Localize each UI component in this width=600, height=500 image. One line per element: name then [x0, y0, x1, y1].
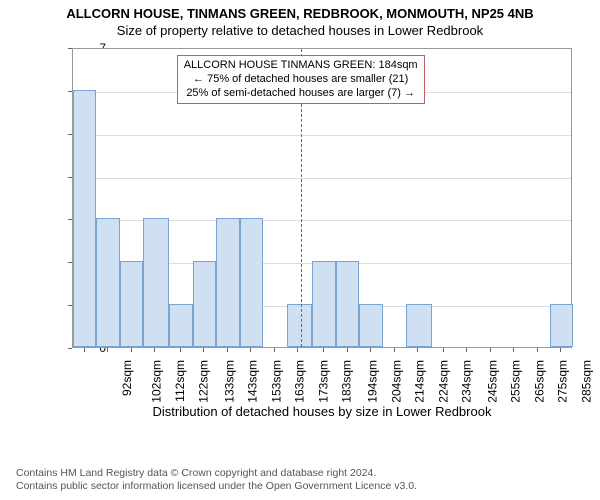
x-tick-label: 92sqm [120, 360, 134, 396]
x-tick-label: 285sqm [579, 360, 593, 403]
histogram-bar [120, 261, 143, 347]
histogram-bar [169, 304, 192, 347]
x-tick-label: 122sqm [197, 360, 211, 403]
annotation-line-1: ALLCORN HOUSE TINMANS GREEN: 184sqm [184, 59, 418, 73]
x-tick-label: 234sqm [460, 360, 474, 403]
histogram-bar [193, 261, 216, 347]
histogram-bar [96, 218, 119, 347]
x-tick-label: 275sqm [556, 360, 570, 403]
histogram-bar [143, 218, 169, 347]
footer: Contains HM Land Registry data © Crown c… [16, 467, 417, 494]
histogram-bar [312, 261, 335, 347]
footer-line-1: Contains HM Land Registry data © Crown c… [16, 467, 417, 481]
x-tick-label: 163sqm [293, 360, 307, 403]
histogram-bar [550, 304, 573, 347]
x-tick-label: 153sqm [270, 360, 284, 403]
chart-title-sub: Size of property relative to detached ho… [0, 23, 600, 38]
title-block: ALLCORN HOUSE, TINMANS GREEN, REDBROOK, … [0, 0, 600, 38]
annotation-line-3: 25% of semi-detached houses are larger (… [184, 87, 418, 101]
histogram-bar [287, 304, 313, 347]
x-tick-label: 143sqm [246, 360, 260, 403]
x-tick-label: 245sqm [486, 360, 500, 403]
x-tick-label: 194sqm [366, 360, 380, 403]
annotation-line-2: ← 75% of detached houses are smaller (21… [184, 73, 418, 87]
histogram-bar [406, 304, 432, 347]
histogram-bar [73, 90, 96, 347]
x-axis-label: Distribution of detached houses by size … [72, 404, 572, 419]
plot-area: ALLCORN HOUSE TINMANS GREEN: 184sqm← 75%… [72, 48, 572, 348]
x-tick-label: 224sqm [436, 360, 450, 403]
histogram-bar [336, 261, 359, 347]
x-tick-label: 133sqm [223, 360, 237, 403]
x-tick-label: 173sqm [317, 360, 331, 403]
x-tick-label: 112sqm [172, 360, 186, 402]
footer-line-2: Contains public sector information licen… [16, 480, 417, 494]
x-tick-label: 183sqm [340, 360, 354, 403]
x-tick-label: 204sqm [389, 360, 403, 403]
x-tick-label: 214sqm [413, 360, 427, 403]
histogram-bar [240, 218, 263, 347]
x-tick-label: 265sqm [533, 360, 547, 403]
x-tick-label: 255sqm [509, 360, 523, 403]
chart-title-main: ALLCORN HOUSE, TINMANS GREEN, REDBROOK, … [0, 6, 600, 21]
histogram-bar [216, 218, 239, 347]
annotation-box: ALLCORN HOUSE TINMANS GREEN: 184sqm← 75%… [177, 55, 425, 104]
x-tick-label: 102sqm [150, 360, 164, 403]
histogram-bar [359, 304, 382, 347]
chart-wrap: Number of detached properties 01234567 9… [44, 48, 584, 418]
